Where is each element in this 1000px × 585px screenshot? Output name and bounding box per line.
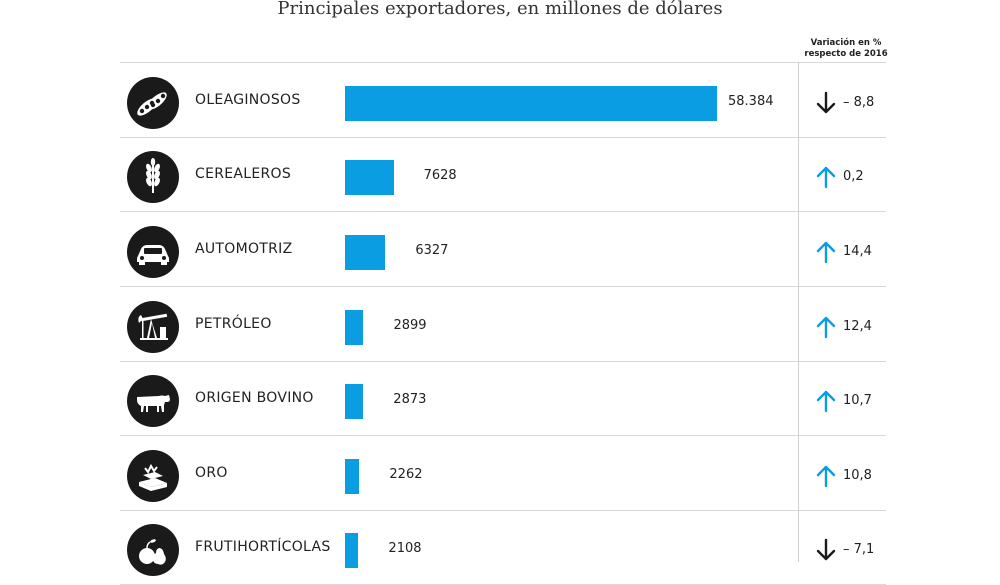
wheat-icon — [127, 151, 179, 203]
row-oro: ORO 2262 10,8 — [120, 437, 886, 511]
value-label: 6327 — [415, 243, 449, 258]
row-divider — [120, 211, 886, 212]
variation-value: – 7,1 — [843, 542, 875, 557]
oil-pump-icon — [127, 301, 179, 353]
arrow-up-icon — [815, 240, 837, 264]
row-divider — [120, 435, 886, 436]
arrow-up-icon — [815, 315, 837, 339]
arrow-up-icon — [815, 389, 837, 413]
variation-value: 0,2 — [843, 169, 864, 184]
variation-value: 14,4 — [843, 244, 872, 259]
category-label: OLEAGINOSOS — [195, 92, 301, 108]
category-label: AUTOMOTRIZ — [195, 241, 293, 257]
variation-value: – 8,8 — [843, 95, 875, 110]
value-label: 2873 — [393, 392, 427, 407]
gold-bars-icon — [127, 450, 179, 502]
car-icon — [127, 226, 179, 278]
variation-header-line2: respecto de 2016 — [804, 49, 888, 59]
bar — [345, 459, 360, 494]
arrow-up-icon — [815, 464, 837, 488]
row-divider — [120, 286, 886, 287]
value-label: 2262 — [389, 467, 423, 482]
variation-value: 12,4 — [843, 319, 872, 334]
row-automotriz: AUTOMOTRIZ 6327 14,4 — [120, 213, 886, 287]
row-origen-bovino: ORIGEN BOVINO 2873 10,7 — [120, 362, 886, 436]
row-divider — [120, 361, 886, 362]
category-label: ORO — [195, 465, 228, 481]
category-label: CEREALEROS — [195, 166, 292, 182]
value-label: 2899 — [393, 318, 427, 333]
cow-icon — [127, 375, 179, 427]
value-label: 58.384 — [728, 94, 774, 109]
variation-divider — [798, 62, 799, 562]
arrow-up-icon — [815, 165, 837, 189]
category-label: PETRÓLEO — [195, 316, 272, 332]
row-divider — [120, 137, 886, 138]
row-cerealeros: CEREALEROS 7628 0,2 — [120, 138, 886, 212]
bar — [345, 384, 364, 419]
top-rule — [120, 62, 886, 63]
variation-header-line1: Variación en % — [810, 38, 882, 48]
arrow-down-icon — [815, 91, 837, 115]
bar — [345, 86, 717, 121]
value-label: 2108 — [388, 541, 422, 556]
bar — [345, 235, 386, 270]
variation-value: 10,7 — [843, 393, 872, 408]
arrow-down-icon — [815, 538, 837, 562]
soybean-pods-icon — [127, 77, 179, 129]
category-label: ORIGEN BOVINO — [195, 390, 314, 406]
variation-value: 10,8 — [843, 468, 872, 483]
row-petr-leo: PETRÓLEO 2899 12,4 — [120, 288, 886, 362]
bar — [345, 310, 364, 345]
bar — [345, 160, 394, 195]
bar — [345, 533, 359, 568]
fruit-icon — [127, 524, 179, 576]
row-frutihort-colas: FRUTIHORTÍCOLAS 2108 – 7,1 — [120, 511, 886, 585]
value-label: 7628 — [423, 168, 457, 183]
variation-column-header: Variación en % respecto de 2016 — [800, 38, 892, 60]
row-oleaginosos: OLEAGINOSOS 58.384 – 8,8 — [120, 64, 886, 138]
chart-title: Principales exportadores, en millones de… — [277, 0, 723, 19]
row-divider — [120, 510, 886, 511]
category-label: FRUTIHORTÍCOLAS — [195, 539, 331, 555]
